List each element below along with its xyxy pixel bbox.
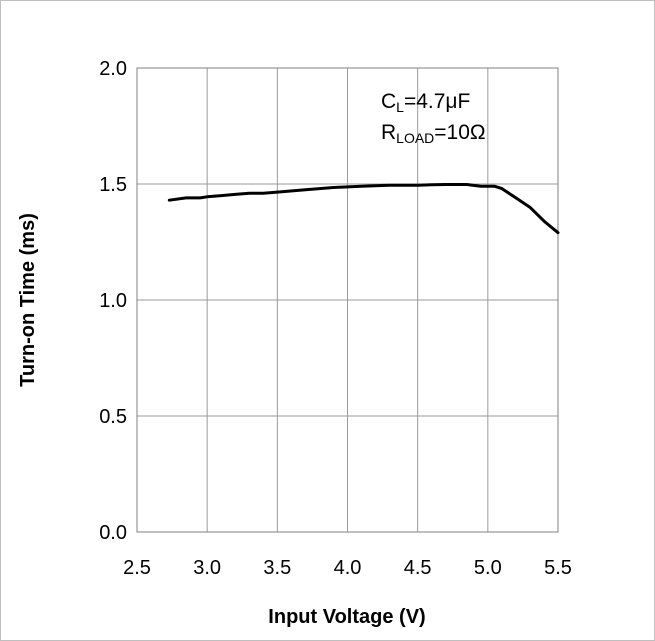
x-tick-labels: 2.5 3.0 3.5 4.0 4.5 5.0 5.5 <box>123 557 572 579</box>
y-tick-label: 1.5 <box>99 174 127 196</box>
y-tick-label: 2.0 <box>99 58 127 80</box>
x-tick-label: 3.0 <box>193 557 221 579</box>
x-tick-label: 4.0 <box>334 557 362 579</box>
grid <box>136 67 559 533</box>
y-tick-label: 0.0 <box>99 522 127 544</box>
x-axis-title: Input Voltage (V) <box>268 606 425 628</box>
x-tick-label: 4.5 <box>404 557 432 579</box>
y-tick-label: 1.0 <box>99 290 127 312</box>
data-series <box>167 183 560 235</box>
y-axis-title: Turn-on Time (ms) <box>17 213 39 387</box>
y-tick-label: 0.5 <box>99 406 127 428</box>
annotation: CL=4.7μF RLOAD=10Ω <box>381 90 486 146</box>
series-line <box>167 183 560 235</box>
annotation-rload: RLOAD=10Ω <box>381 121 486 146</box>
x-tick-label: 5.0 <box>474 557 502 579</box>
x-tick-label: 2.5 <box>123 557 151 579</box>
plot-border <box>136 67 559 533</box>
x-tick-label: 3.5 <box>263 557 291 579</box>
y-tick-labels: 0.0 0.5 1.0 1.5 2.0 <box>99 58 127 544</box>
annotation-cl: CL=4.7μF <box>381 90 470 115</box>
x-tick-label: 5.5 <box>544 557 572 579</box>
